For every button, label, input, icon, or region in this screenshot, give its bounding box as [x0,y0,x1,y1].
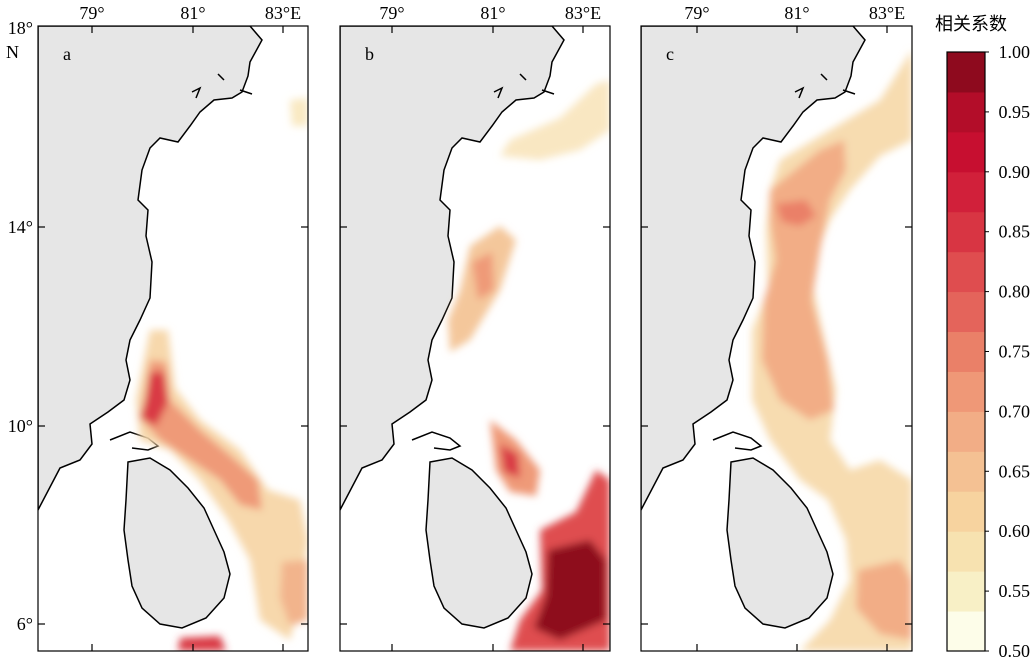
sri-lanka-land [123,457,231,629]
lon-tick-label: 83°E [565,3,601,23]
colorbar-tick-label: 0.80 [999,282,1031,302]
panel-a-frame [37,25,309,652]
axes-layer: 79° 81° 83°E a 79° 81° 83°E b 79° 81° 83°E c 18° 14° 1… [6,3,912,651]
colorbar-swatch [947,52,985,93]
panel-c [641,26,912,651]
correlation-field-b [448,80,610,651]
correlation-field-c [752,50,912,651]
correlation-field-a [136,98,308,651]
panel-b-frame [339,25,611,652]
colorbar-swatch [947,131,985,173]
panel-c-frame [640,25,913,652]
colorbar-swatch [947,251,985,293]
lat-tick-label: 10° [8,416,33,436]
colorbar-swatch [947,291,985,333]
panel-a [38,26,308,651]
lat-tick-label: 6° [17,614,33,634]
lon-tick-label: 79° [379,3,404,23]
colorbar-tick-label: 0.70 [999,401,1031,421]
colorbar-swatch [947,331,985,372]
colorbar-tick-label: 0.50 [999,641,1031,661]
panel-label: b [365,44,374,64]
colorbar-swatch [947,371,985,412]
lon-tick-label: 81° [784,3,809,23]
colorbar-swatch [947,411,985,452]
colorbar-swatch [947,611,985,652]
lon-tick-label: 81° [480,3,505,23]
colorbar-tick-label: 0.60 [999,521,1031,541]
sri-lanka-land [425,457,533,629]
colorbar-swatches [947,52,985,652]
colorbar-swatch [947,571,985,612]
colorbar-swatch [947,451,985,492]
colorbar-swatch [947,531,985,572]
colorbar-tick-label: 0.55 [999,581,1031,601]
mainland-land [641,26,866,511]
colorbar: 相关系数 1.00 0.95 0.90 0.85 0.80 0.75 0.70 0.65 0.6… [935,14,1030,661]
panel-label: c [666,44,674,64]
panel-b [340,26,610,651]
lon-tick-label: 83°E [869,3,905,23]
lon-tick-label: 81° [180,3,205,23]
sri-lanka-land [726,457,834,629]
colorbar-tick-label: 0.90 [999,162,1031,182]
colorbar-labels: 1.00 0.95 0.90 0.85 0.80 0.75 0.70 0.65 0.60 0.55… [985,42,1030,661]
panel-label: a [63,44,71,64]
colorbar-swatch [947,491,985,532]
lon-tick-label: 83°E [265,3,301,23]
colorbar-tick-label: 0.95 [999,102,1031,122]
colorbar-swatch [947,171,985,213]
mainland-land [38,26,263,511]
colorbar-swatch [947,91,985,133]
lon-tick-label: 79° [79,3,104,23]
colorbar-tick-label: 1.00 [999,42,1031,62]
colorbar-title: 相关系数 [935,14,1007,35]
colorbar-swatch [947,211,985,253]
colorbar-tick-label: 0.85 [999,222,1031,242]
mainland-land [340,26,565,511]
lat-unit-label: N [6,42,19,62]
colorbar-tick-label: 0.75 [999,342,1031,362]
colorbar-tick-label: 0.65 [999,461,1031,481]
lon-tick-label: 79° [684,3,709,23]
lat-tick-label: 18° [8,18,33,38]
coast-islands [712,73,856,451]
lat-tick-label: 14° [8,217,33,237]
coast-islands [411,73,555,451]
